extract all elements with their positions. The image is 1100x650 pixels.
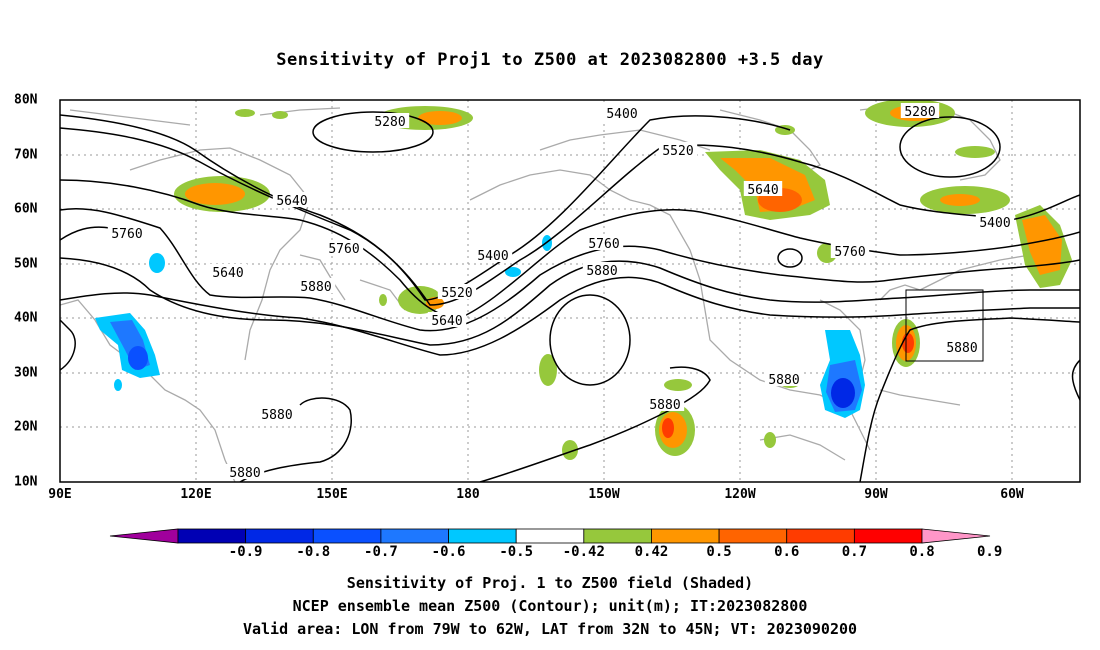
- z500-contours: [60, 111, 1080, 482]
- colorbar-segment: [786, 528, 855, 544]
- colorbar-label: -0.9: [228, 544, 263, 560]
- lat-tick-label: 50N: [14, 256, 38, 272]
- contour-label-bg: [272, 192, 312, 207]
- contour-label-bg: [473, 247, 513, 262]
- contour-label: 5880: [300, 280, 331, 295]
- contour-label-bg: [764, 371, 804, 386]
- colorbar-label: 0.5: [706, 544, 732, 560]
- contour-label-bg: [584, 235, 624, 250]
- lat-tick-label: 30N: [14, 365, 38, 381]
- contour-label: 5880: [229, 466, 260, 481]
- colorbar-end-left: [109, 528, 179, 544]
- lat-tick-label: 60N: [14, 201, 38, 217]
- colorbar-segment: [380, 528, 449, 544]
- contour-label-bg: [900, 103, 940, 118]
- caption-shading: Sensitivity of Proj. 1 to Z500 field (Sh…: [346, 574, 754, 592]
- colorbar-segment: [718, 528, 788, 544]
- colorbar-label: -0.6: [431, 544, 466, 560]
- contour-label: 5760: [834, 245, 865, 260]
- contour-label: 5880: [946, 341, 977, 356]
- lat-tick-label: 10N: [14, 474, 38, 490]
- contour-label-bg: [830, 243, 870, 258]
- contour-label: 5280: [374, 115, 405, 130]
- colorbar-segment: [448, 528, 517, 544]
- contour-label-bg: [602, 105, 642, 120]
- contour-label-bg: [296, 278, 336, 293]
- map-title: Sensitivity of Proj1 to Z500 at 20230828…: [276, 50, 824, 70]
- colorbar-label: -0.8: [296, 544, 331, 560]
- lat-tick-label: 20N: [14, 419, 38, 435]
- contour-label: 5280: [904, 105, 935, 120]
- contour-label: 5520: [662, 144, 693, 159]
- colorbar-label: 0.42: [634, 544, 669, 560]
- colorbar-label: 0.8: [909, 544, 935, 560]
- contour-label-bg: [370, 113, 410, 128]
- colorbar-segment: [651, 528, 720, 544]
- caption-contour: NCEP ensemble mean Z500 (Contour); unit(…: [292, 597, 808, 615]
- contour-label: 5880: [261, 408, 292, 423]
- contour-label-bg: [437, 284, 477, 299]
- lon-tick-label: 180: [456, 487, 480, 502]
- colorbar-label: 0.6: [774, 544, 800, 560]
- contour-label-bg: [975, 214, 1015, 229]
- colorbar-segment: [853, 528, 923, 544]
- contour-label-bg: [658, 142, 698, 157]
- colorbar-segment: [583, 528, 652, 544]
- lon-tick-label: 120E: [180, 487, 212, 502]
- colorbar-label: -0.42: [562, 544, 605, 560]
- lon-tick-label: 120W: [724, 487, 756, 502]
- colorbar-label: 0.7: [841, 544, 868, 560]
- lat-tick-label: 80N: [14, 92, 38, 108]
- contour-label: 5760: [328, 242, 359, 257]
- lon-tick-label: 150E: [316, 487, 348, 502]
- colorbar-label: -0.5: [499, 544, 534, 560]
- lon-tick-label: 90E: [48, 487, 72, 502]
- lon-tick-label: 90W: [864, 487, 888, 502]
- valid-area-box: [905, 289, 984, 362]
- colorbar-label: -0.7: [364, 544, 398, 560]
- colorbar-segment: [177, 528, 247, 544]
- contour-label: 5400: [606, 107, 637, 122]
- contour-label: 5640: [212, 266, 243, 281]
- contour-label: 5880: [586, 264, 617, 279]
- gridlines: [60, 100, 1080, 482]
- contour-label: 5400: [979, 216, 1010, 231]
- contour-labels: 5280 5280 5400 5400 5400 5520 5520 5640 5640 5640…: [107, 103, 1015, 481]
- colorbar-segment: [245, 528, 314, 544]
- contour-label: 5760: [588, 237, 619, 252]
- contour-label: 5880: [768, 373, 799, 388]
- contour-label-bg: [324, 240, 364, 255]
- colorbar-end-right: [921, 528, 991, 544]
- colorbar: [109, 528, 991, 544]
- contour-label: 5640: [431, 314, 462, 329]
- lat-tick-label: 70N: [14, 147, 38, 163]
- lon-tick-label: 60W: [1000, 487, 1024, 502]
- coastlines: [60, 104, 1031, 482]
- contour-label-bg: [107, 225, 147, 240]
- caption-valid-area: Valid area: LON from 79W to 62W, LAT fro…: [242, 620, 858, 638]
- contour-label-bg: [257, 406, 297, 421]
- contour-label: 5880: [649, 398, 680, 413]
- colorbar-segment: [515, 528, 585, 544]
- contour-label-bg: [208, 264, 248, 279]
- contour-label-bg: [582, 262, 622, 277]
- contour-label: 5520: [441, 286, 472, 301]
- lat-tick-label: 40N: [14, 310, 38, 326]
- contour-label-bg: [743, 181, 783, 196]
- colorbar-segment: [312, 528, 382, 544]
- contour-label: 5400: [477, 249, 508, 264]
- colorbar-label: 0.9: [976, 544, 1003, 560]
- plot-frame: [59, 99, 1081, 483]
- contour-label: 5640: [747, 183, 778, 198]
- contour-label-bg: [427, 312, 467, 327]
- contour-label-bg: [942, 339, 982, 354]
- contour-label: 5760: [111, 227, 142, 242]
- contour-label-bg: [645, 396, 685, 411]
- contour-label-bg: [225, 464, 265, 479]
- lon-tick-label: 150W: [588, 487, 620, 502]
- contour-label: 5640: [276, 194, 307, 209]
